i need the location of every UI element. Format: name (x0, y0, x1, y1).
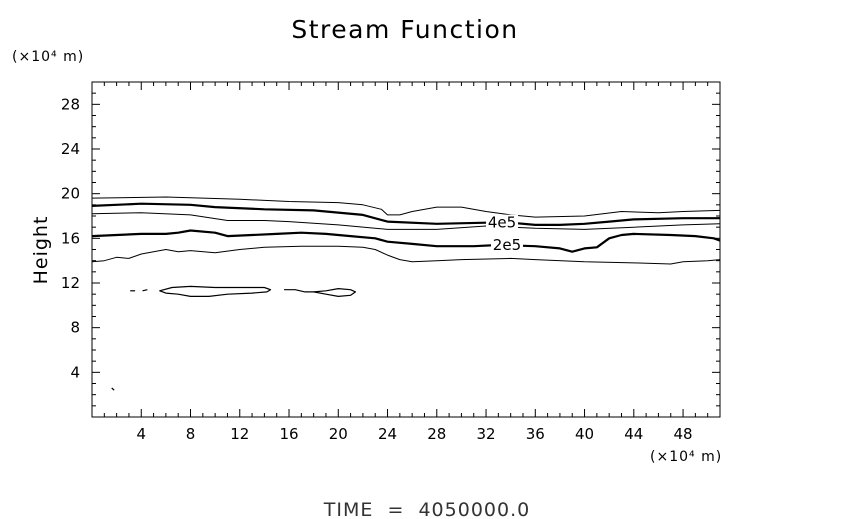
contour-label: 2e5 (493, 236, 521, 254)
y-tick-label: 12 (61, 274, 80, 292)
x-tick-label: 8 (186, 425, 196, 443)
dash-left-2 (142, 289, 148, 292)
contour-label: 4e5 (488, 214, 516, 232)
x-tick-label: 16 (279, 425, 298, 443)
cell-right (313, 288, 357, 297)
y-tick-label: 28 (61, 95, 80, 113)
x-tick-label: 12 (230, 425, 249, 443)
x-tick-label: 32 (476, 425, 495, 443)
4e5-contour (91, 202, 720, 226)
x-tick-label: 36 (526, 425, 545, 443)
speck (111, 387, 115, 391)
x-tick-label: 20 (329, 425, 348, 443)
y-tick-label: 16 (61, 229, 80, 247)
outer-upper (91, 196, 721, 218)
y-tick-label: 20 (61, 185, 80, 203)
plot-frame (91, 81, 721, 418)
y-unit-label: (×10⁴ m) (12, 49, 84, 65)
x-tick-label: 28 (427, 425, 446, 443)
upper-middle (91, 212, 721, 230)
time-footer: TIME = 4050000.0 (323, 499, 530, 519)
y-axis-label: Height (30, 216, 52, 285)
contour-lines (91, 196, 721, 391)
y-tick-label: 8 (70, 319, 80, 337)
dash-mid (284, 289, 314, 293)
x-tick-label: 48 (674, 425, 693, 443)
2e5-contour (91, 229, 721, 253)
contour-label-bg (490, 237, 523, 253)
x-tick-label: 4 (136, 425, 146, 443)
chart-title: Stream Function (291, 15, 518, 44)
y-tick-label: 4 (70, 363, 80, 381)
x-tick-label: 24 (378, 425, 397, 443)
cell-left (159, 285, 272, 297)
contour-label-bg (486, 214, 519, 230)
x-unit-label: (×10⁴ m) (650, 449, 722, 465)
y-tick-label: 24 (61, 140, 80, 158)
outer-lower (91, 245, 721, 265)
x-tick-label: 40 (575, 425, 594, 443)
x-tick-label: 44 (624, 425, 643, 443)
